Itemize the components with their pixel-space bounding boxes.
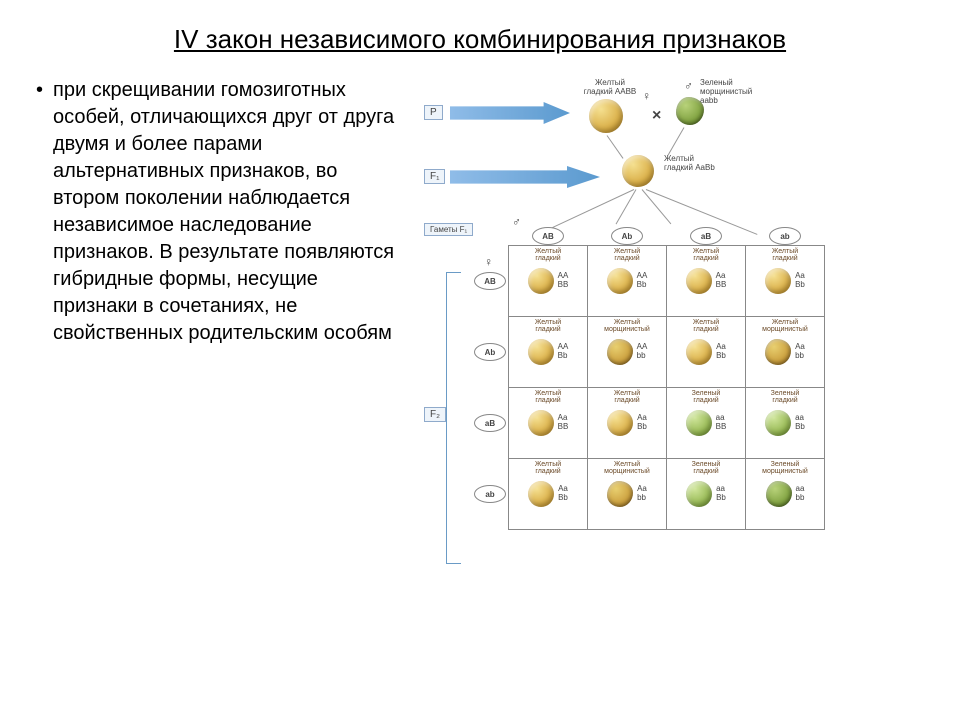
parent-right-pea [676,97,704,127]
parent-left-pea [589,99,623,135]
col-gamete-0: AB [532,227,564,245]
line-pl-f1 [607,135,624,159]
punnett-cell-2-1: ЖелтыйгладкийAaBb [588,388,667,459]
content-row: • при скрещивании гомозиготных особей, о… [36,77,924,347]
gen-label-f1: F₁ [424,169,445,184]
col-gamete-3: ab [769,227,801,245]
f1-pea [622,155,654,189]
punnett-cell-0-1: ЖелтыйгладкийAABb [588,246,667,317]
line-pr-f1 [668,127,685,155]
f2-bracket [446,272,461,564]
col-gamete-2: aB [690,227,722,245]
bullet-text-block: • при скрещивании гомозиготных особей, о… [36,77,406,347]
punnett-cell-2-3: ЗеленыйгладкийaaBb [746,388,825,459]
row-gamete-1: Ab [474,343,506,361]
row-gamete-0: AB [474,272,506,290]
slide-title: IV закон независимого комбинирования при… [36,24,924,55]
punnett-cell-2-0: ЖелтыйгладкийAaBB [509,388,588,459]
parent-left-label: Желтыйгладкий AABB [580,79,640,97]
line-f1-g2 [616,189,637,224]
row-gamete-3: ab [474,485,506,503]
diagram-area: P F₁ Гаметы F₁ Желтыйгладкий AABB ♀ × ♂ … [424,77,924,347]
female-symbol: ♀ [642,89,651,103]
f1-label: Желтыйгладкий AaBb [664,155,744,173]
arrow-f1 [450,166,600,188]
gen-label-f2: F₂ [424,407,446,422]
punnett-cell-0-3: ЖелтыйгладкийAaBb [746,246,825,317]
punnett-cell-0-0: ЖелтыйгладкийAABB [509,246,588,317]
punnett-cell-2-2: ЗеленыйгладкийaaBB [667,388,746,459]
punnett-cell-1-3: ЖелтыйморщинистыйAabb [746,317,825,388]
male-symbol: ♂ [684,79,693,93]
punnett-cell-3-2: ЗеленыйгладкийaaBb [667,459,746,530]
punnett-cell-3-1: ЖелтыйморщинистыйAabb [588,459,667,530]
gen-label-gametes: Гаметы F₁ [424,223,473,236]
punnett-cell-3-0: ЖелтыйгладкийAaBb [509,459,588,530]
bullet-dot: • [36,77,43,347]
punnett-cell-1-1: ЖелтыйморщинистыйAAbb [588,317,667,388]
gen-label-p: P [424,105,443,120]
punnett-square: AB Ab aB ab ABЖелтыйгладкийAABBЖелтыйгла… [472,227,825,530]
punnett-cell-1-2: ЖелтыйгладкийAaBb [667,317,746,388]
cross-symbol: × [652,107,661,125]
row-gamete-2: aB [474,414,506,432]
arrow-p [450,102,570,124]
bullet-text: при скрещивании гомозиготных особей, отл… [53,77,406,347]
punnett-cell-0-2: ЖелтыйгладкийAaBB [667,246,746,317]
line-f1-g1 [552,189,634,228]
col-gamete-1: Ab [611,227,643,245]
parent-right-label: Зеленыйморщинистыйaabb [700,79,770,105]
punnett-cell-1-0: ЖелтыйгладкийAABb [509,317,588,388]
punnett-cell-3-3: Зеленыйморщинистыйaabb [746,459,825,530]
